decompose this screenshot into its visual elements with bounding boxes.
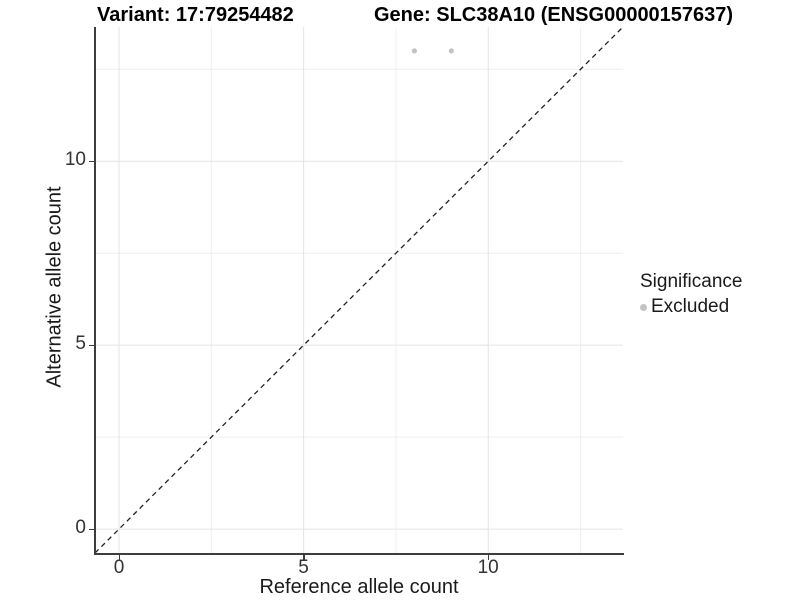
data-point bbox=[411, 48, 417, 54]
x-tick-mark bbox=[118, 555, 120, 560]
x-tick-label: 10 bbox=[477, 557, 499, 578]
y-tick-mark bbox=[89, 344, 94, 347]
data-point bbox=[448, 48, 454, 54]
identity-dashed-line bbox=[95, 27, 623, 553]
legend-title: Significance bbox=[640, 271, 743, 292]
plot-panel bbox=[95, 27, 623, 553]
y-tick-mark bbox=[89, 528, 94, 531]
x-tick-mark bbox=[487, 555, 490, 560]
x-tick-label: 0 bbox=[113, 557, 125, 578]
x-axis-title: Reference allele count bbox=[259, 576, 459, 598]
y-tick-mark bbox=[89, 160, 94, 163]
x-tick-mark bbox=[303, 555, 305, 560]
excluded-point-icon bbox=[640, 303, 647, 311]
scatter-plot-canvas bbox=[95, 27, 623, 553]
x-tick-label: 5 bbox=[298, 557, 309, 578]
legend-item-excluded: Excluded bbox=[640, 296, 742, 318]
y-tick-label: 0 bbox=[75, 517, 86, 539]
gene-title: Gene: SLC38A10 (ENSG00000157637) bbox=[374, 4, 734, 26]
legend-item-label: Excluded bbox=[651, 296, 730, 317]
legend: Significance Excluded bbox=[640, 271, 742, 318]
y-tick-label: 10 bbox=[64, 149, 86, 171]
y-tick-label: 5 bbox=[75, 333, 86, 355]
variant-title: Variant: 17:79254482 bbox=[97, 4, 294, 26]
y-axis-title: Alternative allele count bbox=[43, 186, 66, 388]
x-axis-line bbox=[93, 553, 624, 555]
y-axis-line bbox=[93, 27, 96, 554]
